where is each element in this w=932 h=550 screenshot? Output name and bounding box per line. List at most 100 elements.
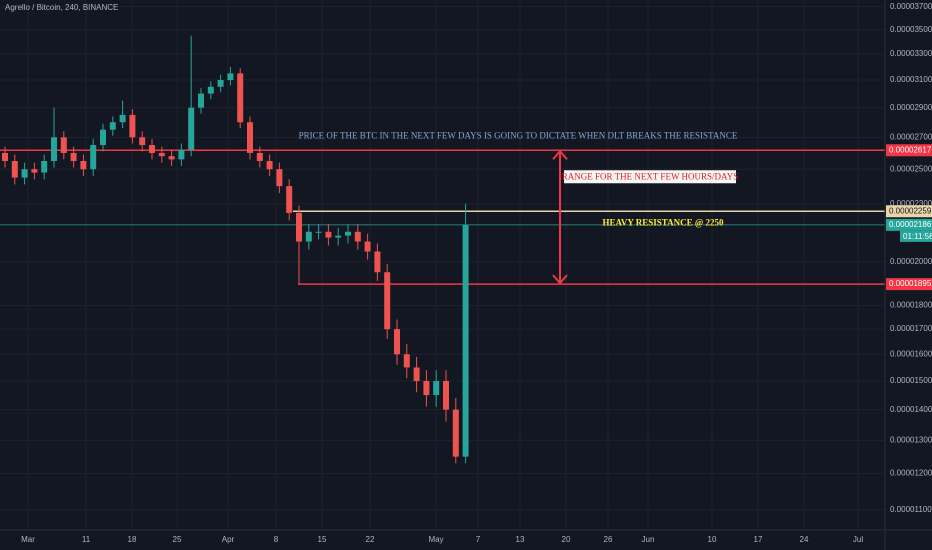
candle-body [31, 169, 38, 173]
candle-body [21, 169, 28, 178]
grid [0, 0, 885, 530]
candle-body [305, 231, 312, 242]
candle-body [168, 156, 175, 160]
arrow-head [552, 149, 568, 160]
candle-body [178, 149, 185, 160]
candle-body [188, 107, 195, 150]
candle-body [394, 329, 400, 355]
x-tick-label: 25 [173, 535, 182, 544]
y-tick-label: 0.00003700 [890, 2, 932, 11]
x-tick-label: May [428, 535, 443, 544]
candle-body [325, 231, 332, 238]
level-label: 0.00002617 [889, 145, 932, 154]
chart-title: Agrello / Bitcoin, 240, BINANCE [5, 3, 118, 12]
annotation: RANGE FOR THE NEXT FEW HOURS/DAYS [562, 171, 738, 181]
y-tick-label: 0.00003100 [890, 75, 932, 84]
level-tag [886, 218, 932, 231]
candle-body [139, 137, 146, 146]
candle-body [403, 354, 410, 368]
candle-body [207, 86, 214, 94]
x-tick-label: 7 [476, 535, 481, 544]
level-label: 0.00002259 [889, 206, 932, 215]
y-tick-label: 0.00002300 [890, 199, 932, 208]
level-tag [886, 144, 932, 157]
x-tick-label: Jun [642, 535, 655, 544]
y-tick-label: 0.00001500 [890, 376, 932, 385]
level-tag [886, 278, 932, 291]
candle-body [345, 231, 351, 236]
candle-body [462, 224, 469, 457]
y-tick-label: 0.00002500 [890, 164, 932, 173]
candles [2, 35, 469, 464]
candle-body [237, 73, 244, 123]
candle-body [217, 80, 224, 87]
x-tick-label: Apr [222, 535, 235, 544]
x-tick-label: Mar [21, 535, 35, 544]
candle-body [335, 235, 342, 238]
candle-body [423, 381, 430, 396]
x-tick-label: 20 [562, 535, 571, 544]
candle-body [364, 241, 371, 252]
y-tick-label: 0.00002900 [890, 103, 932, 112]
y-tick-label: 0.00001400 [890, 405, 932, 414]
candle-body [374, 251, 381, 273]
y-tick-label: 0.00002000 [890, 257, 932, 266]
candle-body [354, 231, 361, 242]
candle-body [315, 231, 322, 233]
candle-body [452, 409, 459, 457]
x-tick-label: 15 [318, 535, 327, 544]
y-tick-label: 0.00001800 [890, 301, 932, 310]
candle-body [384, 272, 391, 330]
y-tick-label: 0.00001700 [890, 324, 932, 333]
candle-body [90, 145, 97, 170]
level-tag [886, 205, 932, 218]
x-tick-label: 11 [82, 535, 91, 544]
x-tick-label: 13 [516, 535, 525, 544]
y-tick-label: 0.00001100 [890, 505, 932, 514]
annotation: PRICE OF THE BTC IN THE NEXT FEW DAYS IS… [299, 130, 738, 140]
candle-body [247, 122, 253, 153]
y-tick-label: 0.00001600 [890, 349, 932, 358]
x-tick-label: Jul [853, 535, 863, 544]
candle-body [158, 152, 165, 157]
countdown-tag [900, 230, 932, 242]
level-label: 0.00002186 [889, 220, 932, 229]
annotation-bg [564, 170, 736, 184]
candle-body [60, 137, 67, 153]
candle-body [256, 152, 263, 162]
axes: 0.00003700 0.00003500 0.00003300 0.00003100… [21, 2, 932, 544]
candle-body [286, 186, 293, 213]
candle-body [433, 381, 440, 396]
x-tick-label: 17 [754, 535, 763, 544]
x-tick-label: 18 [128, 535, 137, 544]
candle-body [227, 73, 234, 81]
annotations: PRICE OF THE BTC IN THE NEXT FEW DAYS IS… [299, 130, 738, 285]
candle-body [51, 137, 57, 162]
annotation: HEAVY RESISTANCE @ 2250 [603, 217, 724, 227]
y-tick-label: 0.00003300 [890, 49, 932, 58]
candle-body [11, 161, 18, 178]
y-tick-label: 0.00003500 [890, 25, 932, 34]
y-tick-label: 0.00001200 [890, 469, 932, 478]
candle-body [413, 367, 420, 382]
level-label: 0.00001895 [889, 279, 932, 288]
candle-body [198, 93, 204, 108]
candle-body [41, 161, 48, 173]
x-tick-label: 24 [800, 535, 809, 544]
countdown: 01:11:56 [903, 232, 932, 241]
candle-body [109, 122, 116, 130]
candle-body [149, 145, 155, 153]
candle-body [266, 161, 273, 170]
x-tick-label: 10 [708, 535, 717, 544]
levels [0, 149, 885, 285]
x-tick-label: 8 [274, 535, 279, 544]
y-tick-label: 0.00001300 [890, 435, 932, 444]
x-tick-label: 26 [604, 535, 613, 544]
candle-body [70, 152, 77, 162]
candle-body [296, 212, 302, 242]
arrow-head [552, 274, 568, 285]
candle-body [129, 114, 136, 138]
candle-body [2, 152, 8, 162]
candle-body [100, 129, 106, 146]
